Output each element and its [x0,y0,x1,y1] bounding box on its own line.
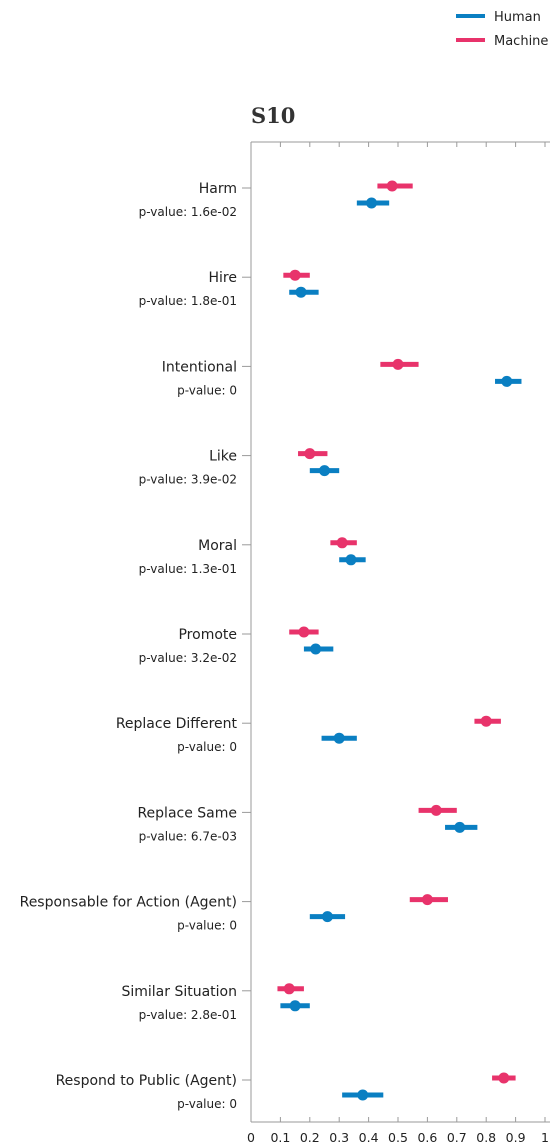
category-label: Respond to Public (Agent) [56,1073,237,1089]
x-tick-label: 0.2 [300,1130,320,1145]
legend-machine-label: Machine [494,34,548,49]
machine-point [289,269,301,281]
p-value-label: p-value: 3.9e-02 [139,473,237,487]
category-label: Hire [209,270,237,286]
p-value-label: p-value: 1.8e-01 [139,294,237,308]
p-value-label: p-value: 1.3e-01 [139,562,237,576]
row-similar-situation: Similar Situation p-value: 2.8e-01 [121,983,310,1022]
machine-point [386,180,398,192]
row-responsable-for-action-agent: Responsable for Action (Agent) p-value: 0 [20,894,448,933]
p-value-label: p-value: 0 [177,383,237,397]
x-tick-label: 0.8 [476,1130,496,1145]
x-tick-label: 0.3 [329,1130,349,1145]
machine-point [498,1072,510,1084]
human-point [501,375,513,387]
legend-human-label: Human [494,10,541,25]
human-point [333,732,345,744]
x-tick-label: 0.7 [447,1130,467,1145]
category-label: Responsable for Action (Agent) [20,895,237,911]
category-label: Harm [199,181,237,197]
human-point [310,643,322,655]
p-value-label: p-value: 1.6e-02 [139,205,237,219]
human-point [357,1089,369,1101]
x-tick-label: 0.1 [270,1130,290,1145]
category-label: Promote [178,627,237,643]
row-intentional: Intentional p-value: 0 [162,358,522,397]
row-hire: Hire p-value: 1.8e-01 [139,269,319,308]
x-tick-label: 0 [247,1130,255,1145]
p-value-label: p-value: 2.8e-01 [139,1008,237,1022]
x-axis: 0 0.1 0.2 0.3 0.4 0.5 0.6 0.7 0.8 0.9 1 [247,142,549,1145]
row-replace-same: Replace Same p-value: 6.7e-03 [137,804,478,843]
chart-title: S10 [251,103,295,128]
x-tick-label: 0.4 [359,1130,379,1145]
human-point [319,465,330,477]
x-tick-label: 1 [541,1130,549,1145]
row-like: Like p-value: 3.9e-02 [139,448,340,487]
x-tick-label: 0.5 [388,1130,408,1145]
plot-frame [250,141,550,1123]
human-point [321,911,333,923]
machine-point [430,804,442,816]
p-value-label: p-value: 3.2e-02 [139,651,237,665]
p-value-label: p-value: 0 [177,740,237,754]
machine-point [421,894,433,906]
p-value-label: p-value: 0 [177,1097,237,1111]
x-tick-label: 0.6 [417,1130,437,1145]
human-point [295,286,307,298]
machine-point [298,626,310,638]
human-point [454,821,466,833]
category-label: Like [209,449,237,465]
machine-point [304,448,316,460]
human-point [345,554,357,566]
category-label: Replace Same [137,805,237,821]
category-label: Moral [198,538,237,554]
machine-point [480,715,492,727]
machine-point [392,358,404,370]
row-respond-to-public-agent: Respond to Public (Agent) p-value: 0 [56,1072,516,1111]
human-point [366,197,378,209]
category-label: Similar Situation [121,984,237,1000]
row-replace-different: Replace Different p-value: 0 [116,715,501,754]
human-point [289,1000,301,1012]
category-label: Replace Different [116,716,238,732]
row-promote: Promote p-value: 3.2e-02 [139,626,334,665]
legend: Human Machine [456,10,548,49]
row-moral: Moral p-value: 1.3e-01 [139,537,366,576]
machine-point [336,537,348,549]
p-value-label: p-value: 6.7e-03 [139,829,237,843]
rows: Harm p-value: 1.6e-02 Hire p-value: 1.8e-01… [20,180,522,1111]
p-value-label: p-value: 0 [177,919,237,933]
category-label: Intentional [162,359,237,375]
machine-point [283,983,295,995]
x-tick-label: 0.9 [506,1130,526,1145]
row-harm: Harm p-value: 1.6e-02 [139,180,413,219]
